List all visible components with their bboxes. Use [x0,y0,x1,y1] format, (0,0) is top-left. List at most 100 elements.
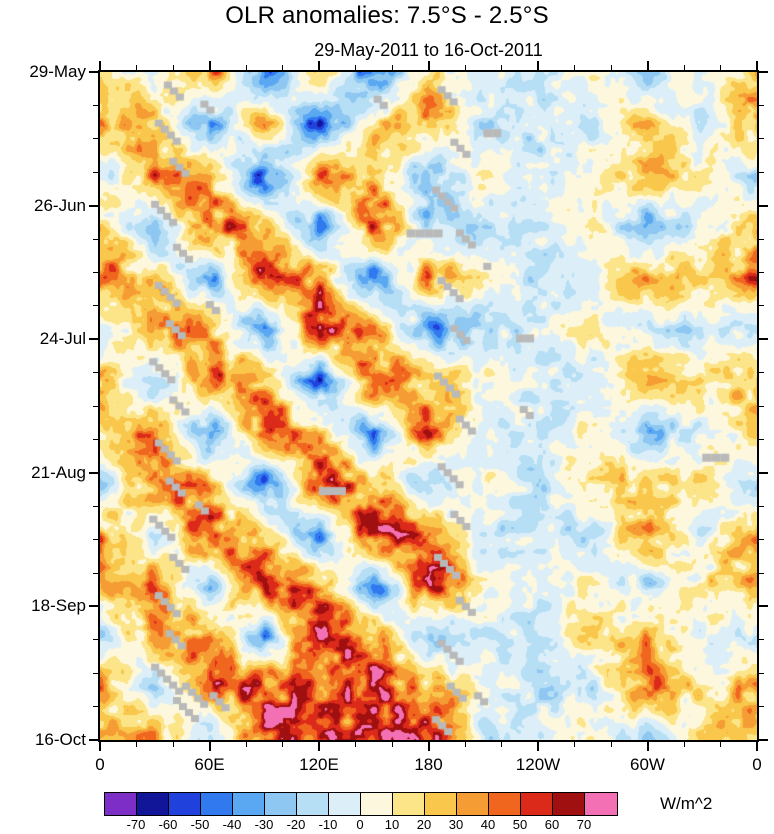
axis-tick [759,605,768,608]
colorbar [104,792,618,816]
axis-tick [759,639,764,641]
axis-tick [93,305,98,307]
colorbar-cell [393,793,425,815]
axis-tick [759,171,764,173]
axis-tick [93,138,98,140]
axis-tick [89,338,98,341]
axis-tick [646,742,649,751]
axis-tick [391,65,393,70]
y-tick-label: 16-Oct [34,730,86,749]
colorbar-cell [137,793,169,815]
axis-tick [172,742,174,747]
axis-tick [759,505,764,507]
colorbar-level-label: -70 [126,817,146,832]
colorbar-level-label: -30 [254,817,274,832]
axis-tick [245,65,247,70]
colorbar-level-label: -10 [318,817,338,832]
colorbar-level-label: 60 [544,817,560,832]
axis-tick [720,65,721,70]
colorbar-cell [425,793,457,815]
colorbar-level-label: 30 [448,817,464,832]
axis-tick [759,471,768,474]
axis-tick [89,471,98,474]
colorbar-cell [297,793,329,815]
chart-subtitle: 29-May-2011 to 16-Oct-2011 [314,40,543,60]
axis-tick [355,742,356,747]
axis-tick [610,742,612,747]
axis-tick [537,61,539,70]
axis-tick [93,539,98,541]
colorbar-cell [329,793,361,815]
colorbar-level-label: 50 [512,817,528,832]
axis-tick [427,742,430,751]
colorbar-level-label: -40 [222,817,242,832]
axis-tick [93,171,98,173]
axis-tick [93,438,98,440]
colorbar-cell [553,793,585,815]
axis-tick [759,405,764,407]
axis-tick [501,65,502,70]
y-tick-label: 29-May [29,62,86,81]
axis-tick [93,639,98,641]
axis-tick [93,572,98,574]
axis-tick [99,61,101,70]
colorbar-level-label: 10 [384,817,400,832]
axis-tick [136,65,137,70]
axis-tick [537,742,539,751]
chart-title: OLR anomalies: 7.5°S - 2.5°S [225,2,549,29]
axis-tick [318,742,320,751]
axis-tick [759,138,764,140]
colorbar-cell [585,793,617,815]
colorbar-level-label: 0 [356,817,364,832]
colorbar-units-label: W/m^2 [660,794,713,813]
axis-tick [93,672,98,674]
axis-tick [391,742,393,747]
axis-tick [574,65,575,70]
axis-tick [759,539,764,541]
colorbar-level-label: -60 [158,817,178,832]
colorbar-cell [265,793,297,815]
axis-tick [464,742,466,747]
colorbar-cell [361,793,393,815]
axis-tick [89,71,98,73]
colorbar-cell [201,793,233,815]
axis-tick [99,742,101,751]
axis-tick [646,61,649,70]
axis-tick [610,65,612,70]
axis-tick [759,438,764,440]
x-tick-label: 0 [95,755,105,774]
axis-tick [208,61,211,70]
colorbar-level-label: 40 [480,817,496,832]
axis-tick [574,742,575,747]
axis-tick [93,706,98,708]
axis-tick [759,305,764,307]
axis-tick [93,372,98,374]
axis-tick [759,739,768,741]
x-tick-label: 120E [299,755,339,774]
colorbar-level-label: 70 [576,817,592,832]
axis-tick [282,65,283,70]
y-tick-label: 18-Sep [31,596,86,616]
axis-tick [756,742,758,751]
axis-tick [759,372,764,374]
x-tick-label: 180 [414,755,443,774]
axis-tick [89,605,98,608]
y-tick-label: 24-Jul [39,329,86,349]
axis-tick [683,65,685,70]
axis-tick [501,742,502,747]
axis-tick [759,706,764,708]
axis-tick [172,65,174,70]
colorbar-cell [489,793,521,815]
axis-tick [93,104,98,106]
axis-tick [759,572,764,574]
axis-tick [683,742,685,747]
axis-tick [93,405,98,407]
axis-tick [245,742,247,747]
axis-tick [759,104,764,106]
axis-tick [208,742,211,751]
axis-tick [759,338,768,341]
x-tick-label: 0 [752,755,762,774]
x-tick-label: 120W [515,755,561,774]
axis-tick [93,238,98,240]
